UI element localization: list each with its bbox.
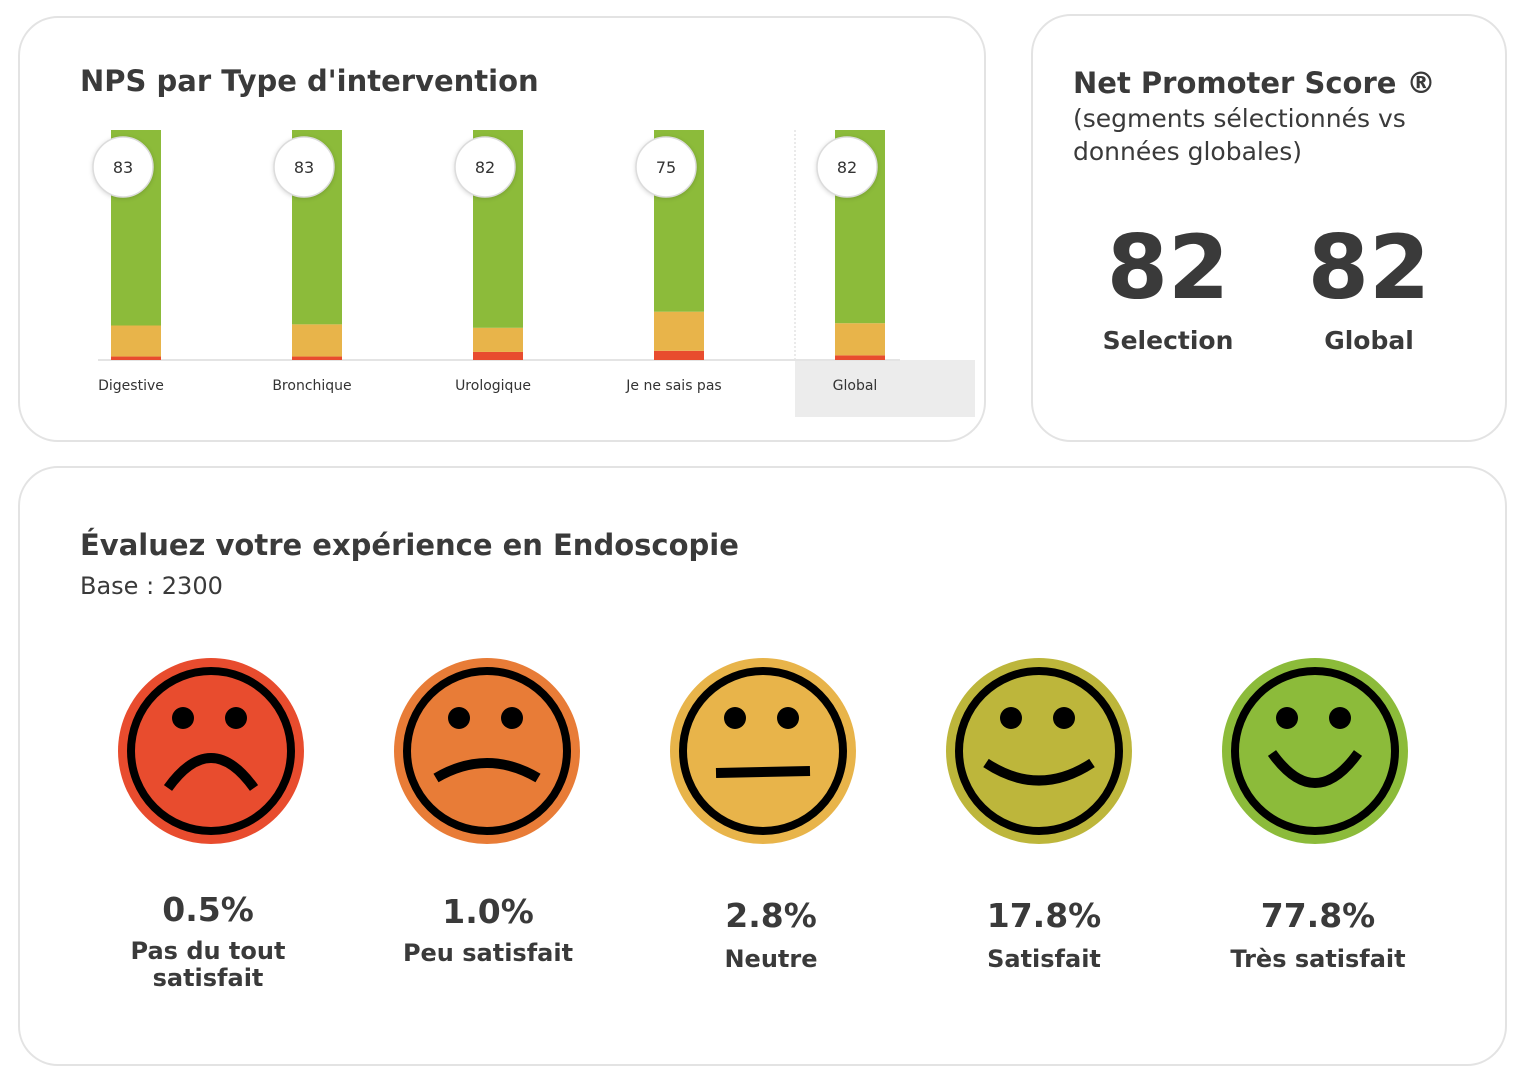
- nps-score-title: Net Promoter Score ®: [1073, 66, 1436, 100]
- category-label: Urologique: [455, 378, 531, 394]
- neutral-percentage: 2.8%: [725, 896, 817, 935]
- nps-value-label: 82: [475, 158, 495, 177]
- bar-segment-détracteurs-2: [473, 351, 523, 360]
- selection-score-value: 82: [1106, 216, 1230, 319]
- nps-score-card: Net Promoter Score ® (segments sélection…: [1031, 14, 1507, 442]
- global-score-value: 82: [1307, 216, 1431, 319]
- bar-segment-passifs-4: [835, 323, 885, 356]
- very-unsatisfied-label: Pas du tout satisfait: [130, 937, 286, 992]
- bar-segment-passifs-1: [292, 324, 342, 357]
- nps-score-subtitle: (segments sélectionnés vs données global…: [1073, 104, 1406, 166]
- category-label: Global: [833, 378, 878, 394]
- nps-value-bubble: [816, 136, 878, 198]
- nps-value-label: 83: [113, 158, 133, 177]
- experience-title: Évaluez votre expérience en Endoscopie: [80, 528, 739, 562]
- global-score-label: Global: [1324, 326, 1414, 355]
- neutral-label: Neutre: [724, 945, 818, 973]
- unsatisfied-label: Peu satisfait: [402, 939, 574, 967]
- satisfied-percentage: 17.8%: [986, 896, 1102, 935]
- nps-value-label: 75: [656, 158, 676, 177]
- category-label: Je ne sais pas: [625, 378, 721, 394]
- bar-segment-détracteurs-3: [654, 350, 704, 360]
- bar-segment-passifs-2: [473, 327, 523, 352]
- neutral-face-icon: [670, 658, 856, 844]
- very-unsatisfied-percentage: 0.5%: [162, 890, 254, 929]
- nps-value-bubble: [454, 136, 516, 198]
- satisfied-label: Satisfait: [987, 945, 1101, 973]
- experience-base: Base : 2300: [80, 572, 223, 600]
- nps-by-type-card: NPS par Type d'intervention 83 Digestive 8…: [18, 16, 986, 442]
- bar-segment-passifs-3: [654, 311, 704, 351]
- nps-stacked-bar-chart: 83 Digestive 83 Bronchique 82 Urologique 75 Je …: [92, 130, 975, 417]
- nps-by-type-title: NPS par Type d'intervention: [80, 64, 539, 98]
- nps-value-bubble: [273, 136, 335, 198]
- unsatisfied-percentage: 1.0%: [442, 892, 534, 931]
- nps-value-bubble: [635, 136, 697, 198]
- category-label: Digestive: [98, 378, 164, 394]
- global-highlight-bg: [795, 360, 975, 417]
- happy-face-icon: [946, 658, 1132, 844]
- nps-value-bubble: [92, 136, 154, 198]
- bar-segment-détracteurs-1: [292, 356, 342, 360]
- very-happy-face-icon: [1222, 658, 1408, 844]
- bar-segment-passifs-0: [111, 325, 161, 357]
- very-satisfied-percentage: 77.8%: [1260, 896, 1376, 935]
- bar-segment-détracteurs-4: [835, 355, 885, 360]
- very-satisfied-label: Très satisfait: [1230, 945, 1406, 973]
- nps-value-label: 83: [294, 158, 314, 177]
- experience-card: Évaluez votre expérience en Endoscopie B…: [18, 466, 1507, 1066]
- sad-face-icon: [394, 658, 580, 844]
- selection-score-label: Selection: [1102, 326, 1234, 355]
- nps-value-label: 82: [837, 158, 857, 177]
- very-sad-face-icon: [118, 658, 304, 844]
- category-label: Bronchique: [272, 378, 351, 394]
- bar-segment-détracteurs-0: [111, 356, 161, 360]
